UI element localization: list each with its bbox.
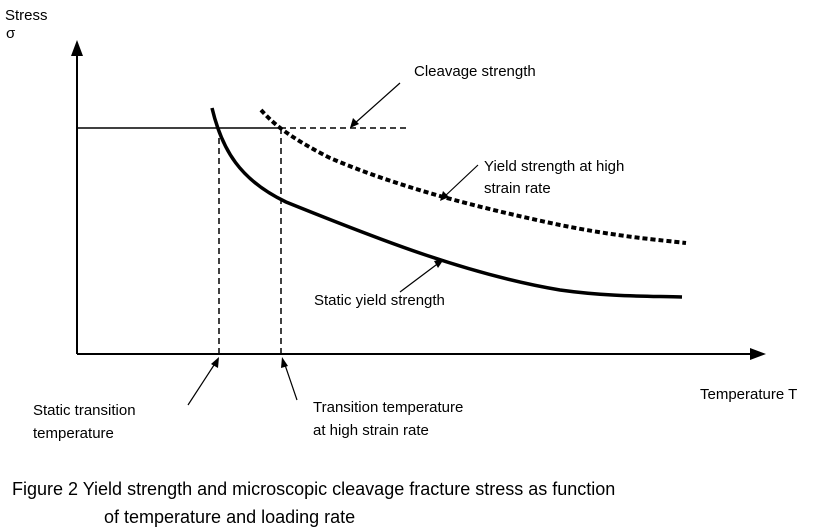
high-rate-transition-label-line1: Transition temperature: [313, 399, 463, 416]
high-rate-transition-label-line2: at high strain rate: [313, 422, 429, 439]
figure-caption-line2: of temperature and loading rate: [104, 507, 355, 527]
figure-caption-line1: Figure 2 Yield strength and microscopic …: [12, 479, 615, 499]
high-rate-yield-label-line1: Yield strength at high: [484, 158, 624, 175]
high-rate-yield-label-line2: strain rate: [484, 180, 551, 197]
static-yield-pointer: [399, 259, 444, 293]
high-rate-yield-pointer: [440, 164, 479, 201]
cleavage-strength-label: Cleavage strength: [414, 63, 536, 80]
static-yield-strength-curve: [210, 107, 683, 299]
static-transition-label-line1: Static transition: [33, 402, 136, 419]
x-axis-label: Temperature T: [700, 386, 797, 403]
static-transition-label-line2: temperature: [33, 425, 114, 442]
y-axis-symbol: σ: [6, 25, 16, 42]
x-axis-arrowhead: [750, 348, 766, 360]
static-yield-label: Static yield strength: [314, 292, 445, 309]
y-axis-label: Stress: [5, 7, 48, 24]
cleavage-strength-pointer: [350, 82, 401, 128]
high-strain-rate-yield-curve: [259, 108, 687, 245]
high-rate-transition-pointer: [281, 357, 298, 401]
static-transition-pointer: [187, 357, 219, 406]
y-axis-arrowhead: [71, 40, 83, 56]
